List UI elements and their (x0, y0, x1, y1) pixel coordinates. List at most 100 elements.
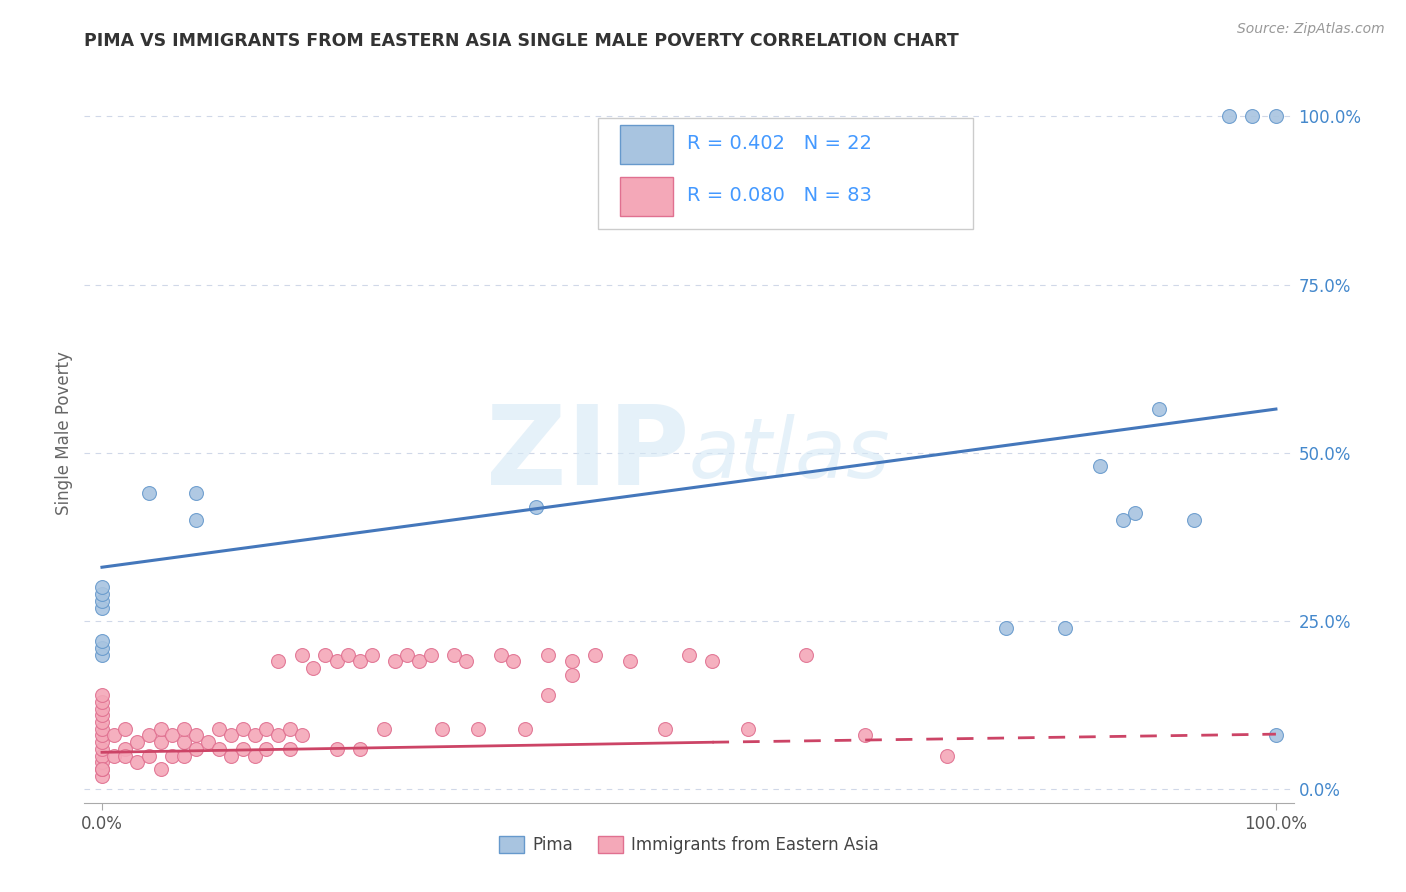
Point (103, 748, 125, 763)
Point (408, 655, 430, 669)
Point (537, 648, 560, 662)
Point (91, 748, 114, 763)
Point (443, 648, 465, 662)
Point (267, 729, 290, 743)
Point (184, 486, 207, 500)
Point (419, 648, 441, 662)
Point (162, 729, 184, 743)
Point (103, 729, 125, 743)
Y-axis label: Single Male Poverty: Single Male Poverty (55, 351, 73, 515)
Point (91, 695, 114, 709)
Point (91, 722, 114, 736)
Point (208, 722, 231, 736)
Point (326, 655, 349, 669)
Text: atlas: atlas (689, 414, 890, 495)
Point (267, 655, 290, 669)
Point (91, 701, 114, 715)
Point (384, 655, 406, 669)
Point (349, 742, 371, 756)
Point (91, 708, 114, 723)
Point (1053, 621, 1076, 635)
Point (232, 722, 254, 736)
Point (219, 748, 242, 763)
Point (583, 648, 606, 662)
Point (254, 722, 277, 736)
Point (114, 722, 136, 736)
Point (91, 735, 114, 749)
Point (184, 742, 207, 756)
Point (138, 486, 160, 500)
Text: Source: ZipAtlas.com: Source: ZipAtlas.com (1237, 22, 1385, 37)
Point (619, 655, 641, 669)
Point (91, 714, 114, 729)
Point (173, 735, 195, 749)
Point (91, 688, 114, 702)
Point (127, 756, 149, 770)
Point (91, 742, 114, 756)
Legend: Pima, Immigrants from Eastern Asia: Pima, Immigrants from Eastern Asia (492, 830, 886, 861)
Point (853, 729, 876, 743)
Text: R = 0.080   N = 83: R = 0.080 N = 83 (686, 186, 872, 205)
Point (91, 640, 114, 655)
Point (91, 756, 114, 770)
Point (243, 729, 266, 743)
Point (361, 648, 384, 662)
Point (138, 748, 160, 763)
Point (91, 581, 114, 595)
Point (1147, 402, 1170, 417)
Text: ZIP: ZIP (485, 401, 689, 508)
Point (184, 513, 207, 527)
Point (91, 648, 114, 662)
Point (197, 735, 219, 749)
Point (114, 748, 136, 763)
Text: R = 0.402   N = 22: R = 0.402 N = 22 (686, 135, 872, 153)
Point (537, 688, 560, 702)
Point (91, 587, 114, 601)
Point (1123, 507, 1146, 521)
Point (219, 729, 242, 743)
Point (91, 634, 114, 648)
Point (994, 621, 1017, 635)
Point (737, 722, 759, 736)
Point (502, 655, 524, 669)
Point (467, 722, 489, 736)
Point (1218, 109, 1240, 123)
Point (138, 729, 160, 743)
Point (337, 648, 360, 662)
Point (91, 594, 114, 608)
Point (91, 600, 114, 615)
FancyBboxPatch shape (599, 118, 973, 229)
Point (290, 648, 312, 662)
Point (243, 748, 266, 763)
FancyBboxPatch shape (620, 126, 673, 164)
Point (149, 762, 172, 776)
Point (314, 648, 336, 662)
Point (794, 648, 817, 662)
Point (278, 742, 301, 756)
Point (114, 742, 136, 756)
Point (1264, 109, 1286, 123)
Point (513, 722, 536, 736)
Point (91, 729, 114, 743)
Point (349, 655, 371, 669)
Point (561, 655, 583, 669)
Point (149, 722, 172, 736)
Point (302, 661, 325, 675)
Point (936, 748, 959, 763)
Point (91, 769, 114, 783)
Point (373, 722, 395, 736)
Point (208, 742, 231, 756)
Point (254, 742, 277, 756)
Point (1264, 729, 1286, 743)
Point (702, 655, 724, 669)
Point (1241, 109, 1264, 123)
Point (173, 748, 195, 763)
Point (1182, 513, 1205, 527)
Point (1112, 513, 1135, 527)
Point (561, 668, 583, 682)
FancyBboxPatch shape (620, 178, 673, 216)
Text: PIMA VS IMMIGRANTS FROM EASTERN ASIA SINGLE MALE POVERTY CORRELATION CHART: PIMA VS IMMIGRANTS FROM EASTERN ASIA SIN… (84, 32, 959, 50)
Point (149, 735, 172, 749)
Point (454, 655, 477, 669)
Point (162, 748, 184, 763)
